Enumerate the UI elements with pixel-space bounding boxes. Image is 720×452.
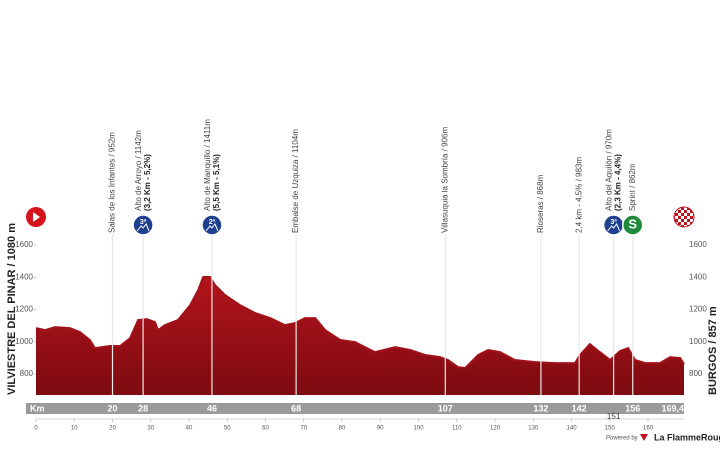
km-bar-label: 68 bbox=[291, 403, 301, 413]
x-tick-label: 100 bbox=[414, 426, 425, 432]
x-tick-label: 140 bbox=[567, 426, 578, 432]
km-bar-label: 46 bbox=[207, 403, 217, 413]
km-bar-label: 151 bbox=[607, 412, 621, 421]
waypoint-detail: (2,3 Km - 4,4%) bbox=[614, 154, 623, 211]
waypoint-label: Alto de Manquillo / 1411m bbox=[203, 119, 212, 211]
x-tick-label: 90 bbox=[377, 426, 384, 432]
mountain-glyph bbox=[205, 223, 219, 232]
waypoint-detail: (5,5 Km - 5,1%) bbox=[212, 154, 221, 211]
km-bar-label: 28 bbox=[138, 403, 148, 413]
x-tick-label: 10 bbox=[71, 426, 78, 432]
km-bar-label: 107 bbox=[438, 403, 453, 413]
x-tick-label: 40 bbox=[186, 426, 193, 432]
km-bar-label: 142 bbox=[572, 403, 587, 413]
finish-icon bbox=[673, 206, 695, 228]
brand: La FlammeRouge bbox=[654, 432, 720, 442]
mountain-glyph bbox=[136, 223, 150, 232]
waypoint-detail: (3,2 Km - 5,2%) bbox=[143, 154, 152, 211]
waypoint-label: 2,4 km - 4,5% / 983m bbox=[574, 157, 583, 233]
x-tick-label: 80 bbox=[339, 426, 346, 432]
x-tick-label: 70 bbox=[300, 426, 307, 432]
waypoint-label: Rioseras / 868m bbox=[536, 174, 545, 233]
elevation-line bbox=[35, 276, 685, 370]
y-tick-label-right: 1400 bbox=[689, 272, 707, 281]
y-tick-label-right: 1000 bbox=[689, 337, 707, 346]
waypoint-icon-text: 3ª bbox=[140, 219, 147, 226]
x-tick-label: 20 bbox=[109, 426, 116, 432]
waypoint-label: Salas de los Infantes / 952m bbox=[108, 132, 117, 233]
km-bar bbox=[26, 403, 684, 414]
x-tick-label: 150 bbox=[605, 426, 616, 432]
y-tick-label: 1400 bbox=[15, 272, 33, 281]
y-tick-label: 800 bbox=[20, 369, 34, 378]
brand-icon bbox=[640, 434, 648, 441]
waypoint-icon-text: 2ª bbox=[209, 219, 216, 226]
start-play bbox=[33, 212, 40, 222]
x-tick-label: 120 bbox=[490, 426, 501, 432]
finish-label: BURGOS / 857 m bbox=[707, 306, 719, 395]
waypoint-label: Sprint / 862m bbox=[628, 163, 637, 211]
mountain-glyph bbox=[607, 223, 621, 232]
waypoint-label: Alto del Aquilón / 970m bbox=[605, 129, 614, 211]
waypoint-label: Alto de Arroyo / 1142m bbox=[134, 130, 143, 211]
x-tick-label: 130 bbox=[528, 426, 539, 432]
km-label: Km bbox=[30, 403, 45, 413]
waypoint-icon bbox=[621, 214, 644, 236]
y-tick-label: 1200 bbox=[15, 305, 33, 314]
y-tick-label-right: 1600 bbox=[689, 240, 707, 249]
km-bar-label: 156 bbox=[625, 403, 640, 413]
x-tick-label: 160 bbox=[643, 426, 654, 432]
y-tick-label: 1000 bbox=[15, 337, 33, 346]
waypoint-label: Villasuquia la Sombría / 906m bbox=[440, 127, 449, 233]
x-tick-label: 30 bbox=[147, 426, 154, 432]
x-tick-label: 0 bbox=[34, 426, 38, 432]
y-tick-label: 1600 bbox=[15, 240, 33, 249]
x-tick-label: 110 bbox=[452, 426, 462, 432]
elevation-area bbox=[36, 277, 684, 395]
waypoint-icon-text: 3ª bbox=[610, 219, 617, 226]
x-tick-label: 60 bbox=[262, 426, 269, 432]
km-bar-label: 20 bbox=[107, 403, 117, 413]
y-tick-label-right: 1200 bbox=[689, 305, 707, 314]
waypoint-label: Embalse de Uzquiza / 1104m bbox=[291, 129, 300, 233]
km-bar-label: 132 bbox=[533, 403, 548, 413]
powered-by: Powered by bbox=[606, 436, 638, 442]
start-label: VILVIESTRE DEL PINAR / 1080 m bbox=[6, 223, 18, 395]
x-tick-label: 50 bbox=[224, 426, 231, 432]
waypoint-icon-text: S bbox=[628, 216, 637, 231]
y-tick-label-right: 800 bbox=[689, 369, 703, 378]
km-bar-label: 169,4 bbox=[661, 403, 684, 413]
